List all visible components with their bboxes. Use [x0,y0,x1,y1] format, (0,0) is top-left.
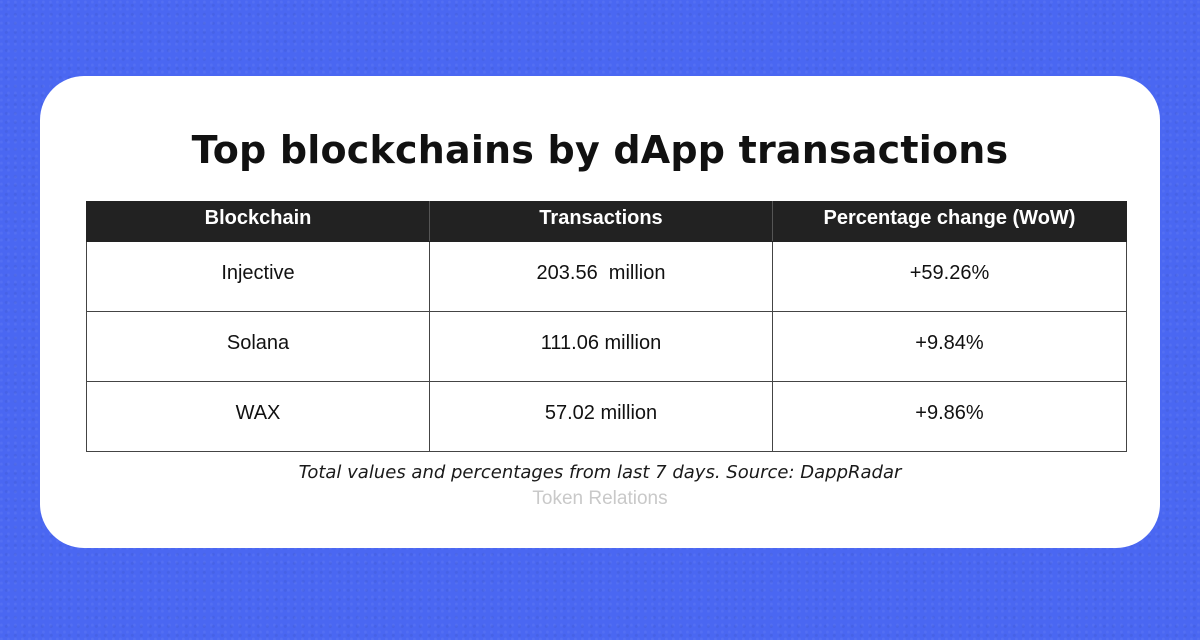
table-row: Injective 203.56 million +59.26% [86,241,1127,312]
cell-transactions: 57.02 million [429,381,773,452]
cell-change: +9.84% [772,311,1127,382]
cell-blockchain: Injective [86,241,430,312]
cell-change: +9.86% [772,381,1127,452]
cell-change: +59.26% [772,241,1127,312]
watermark-text: Token Relations [532,488,668,509]
cell-transactions: 203.56 million [429,241,773,312]
table-row: WAX 57.02 million +9.86% [86,381,1127,452]
table-header-row: Blockchain Transactions Percentage chang… [86,201,1127,242]
cell-blockchain: Solana [86,311,430,382]
table-row: Solana 111.06 million +9.84% [86,311,1127,382]
column-header-change: Percentage change (WoW) [772,201,1127,242]
column-header-transactions: Transactions [429,201,773,242]
chart-title: Top blockchains by dApp transactions [191,128,1009,172]
cell-blockchain: WAX [86,381,430,452]
column-header-blockchain: Blockchain [86,201,430,242]
data-table: Blockchain Transactions Percentage chang… [86,201,1127,452]
cell-transactions: 111.06 million [429,311,773,382]
source-caption: Total values and percentages from last 7… [298,462,902,483]
